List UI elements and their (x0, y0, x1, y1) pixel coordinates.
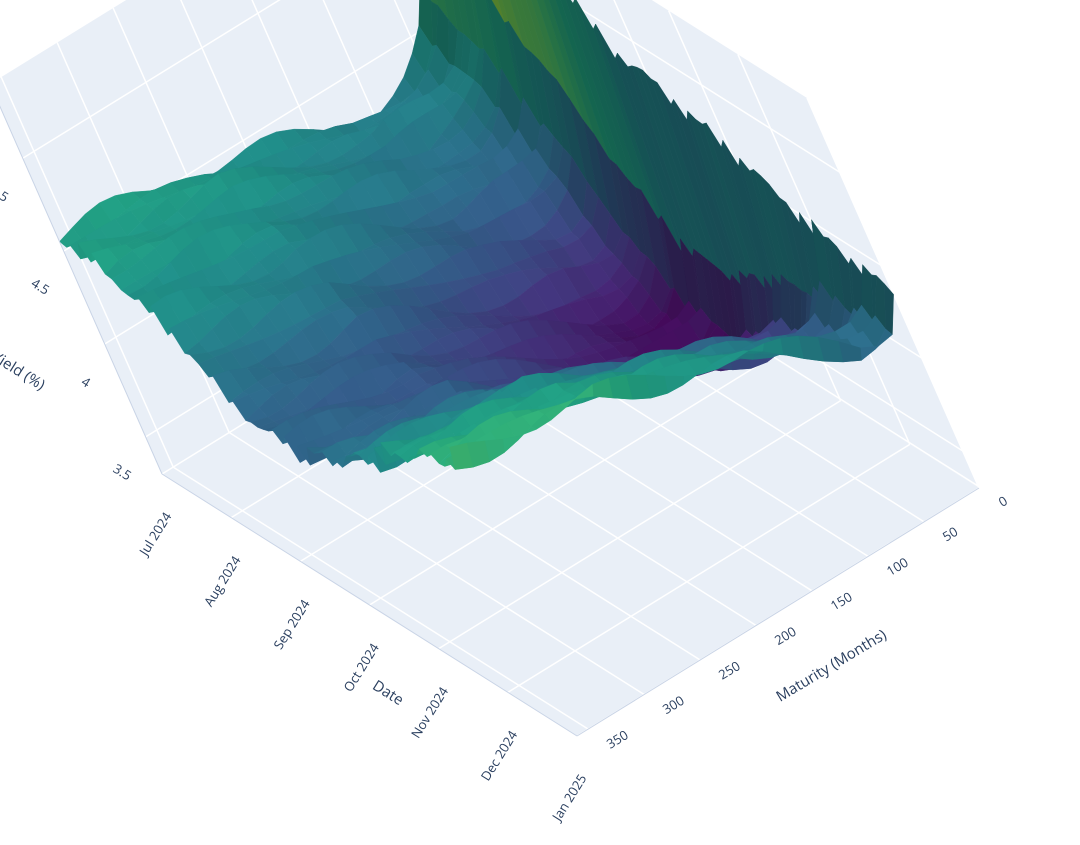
svg-text:Jul 2024: Jul 2024 (134, 508, 176, 560)
svg-text:0: 0 (995, 491, 1011, 510)
svg-text:4: 4 (78, 372, 94, 392)
z-axis-title: Yield (%) (0, 347, 49, 395)
svg-text:4.5: 4.5 (28, 274, 53, 299)
svg-text:250: 250 (715, 657, 743, 684)
yield-surface-3d-chart[interactable]: 3.5 4 4.5 5 Yield (%) Jul 2024 Aug 2024 Sep 202… (0, 0, 1080, 845)
svg-text:300: 300 (659, 691, 687, 718)
svg-text:50: 50 (939, 522, 961, 545)
x-axis-title: Date (369, 676, 408, 710)
svg-text:100: 100 (883, 553, 911, 580)
svg-text:3.5: 3.5 (110, 459, 135, 484)
svg-text:5: 5 (0, 186, 12, 205)
svg-text:Sep 2024: Sep 2024 (269, 595, 314, 652)
svg-text:Nov 2024: Nov 2024 (406, 683, 452, 742)
svg-text:Aug 2024: Aug 2024 (199, 552, 244, 610)
svg-text:150: 150 (827, 587, 855, 614)
svg-text:200: 200 (771, 622, 799, 649)
svg-text:Jan 2025: Jan 2025 (547, 771, 591, 826)
svg-text:Dec 2024: Dec 2024 (476, 726, 521, 784)
svg-text:350: 350 (603, 726, 631, 753)
